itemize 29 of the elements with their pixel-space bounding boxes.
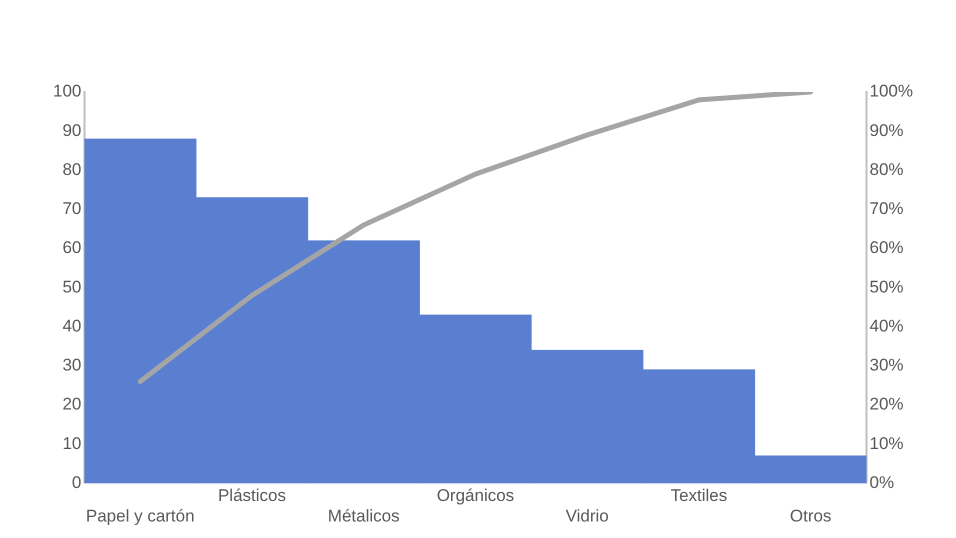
x-tick-label: Vidrio	[566, 506, 609, 526]
y2-tick-label: 0%	[870, 472, 894, 492]
y-tick-label: 0	[72, 472, 82, 492]
y-tick-label: 80	[62, 160, 82, 179]
y-tick-label: 70	[62, 199, 82, 218]
y2-tick-label: 70%	[870, 199, 904, 218]
y2-tick-label: 80%	[870, 160, 904, 179]
y-tick-label: 20	[62, 394, 82, 414]
y2-tick-label: 100%	[870, 82, 914, 101]
y2-tick-label: 60%	[870, 238, 904, 258]
y2-tick-label: 40%	[870, 316, 904, 336]
y-tick-label: 40	[62, 316, 82, 336]
x-tick-label: Papel y cartón	[86, 506, 195, 526]
x-tick-label: Otros	[790, 506, 832, 526]
y-tick-label: 90	[62, 120, 82, 140]
y2-tick-label: 10%	[870, 434, 904, 453]
x-tick-label: Métalicos	[328, 506, 400, 526]
x-tick-label: Textiles	[670, 486, 728, 506]
y2-tick-label: 30%	[870, 356, 904, 375]
y-tick-label: 100	[52, 82, 82, 101]
x-tick-label: Plásticos	[218, 486, 286, 506]
y2-tick-label: 20%	[870, 394, 904, 414]
y-tick-label: 10	[62, 434, 82, 453]
y-tick-label: 30	[62, 356, 82, 375]
x-tick-label: Orgánicos	[436, 486, 514, 506]
y2-tick-label: 90%	[870, 120, 904, 140]
y2-tick-label: 50%	[870, 277, 904, 296]
y-tick-label: 60	[62, 238, 82, 258]
y-tick-label: 50	[62, 277, 82, 296]
